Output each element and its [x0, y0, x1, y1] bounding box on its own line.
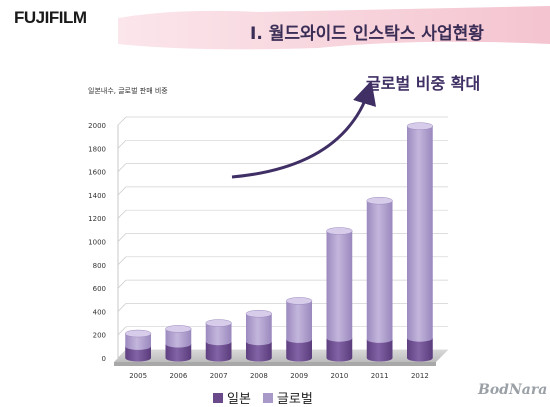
bar-top — [285, 297, 313, 305]
x-tick-label: 2009 — [290, 372, 308, 380]
y-tick-label: 600 — [93, 285, 106, 293]
chart-floor — [114, 350, 448, 362]
bar-global — [245, 313, 272, 346]
bar-japan — [125, 346, 152, 362]
fujifilm-logo: FUJIFILM — [14, 8, 87, 27]
bar-top — [124, 329, 152, 338]
bar-global — [366, 200, 393, 343]
bar-top — [205, 319, 232, 327]
bar-top — [366, 196, 393, 205]
chart-subtitle: 일본내수, 글로벌 판매 비중 — [88, 87, 168, 95]
bar-top — [326, 227, 353, 235]
x-tick-label: 2007 — [210, 372, 228, 380]
bar-japan — [406, 338, 433, 362]
bar-japan — [366, 339, 393, 362]
bar-japan — [245, 341, 272, 362]
x-tick-label: 2011 — [371, 372, 389, 380]
bar-top — [165, 325, 192, 333]
y-tick-label: 200 — [93, 332, 106, 340]
legend-swatch-japan — [213, 392, 223, 403]
bar-japan — [326, 338, 353, 362]
legend-swatch-global — [262, 392, 273, 403]
y-tick-label: 2000 — [88, 122, 106, 130]
bar-global — [406, 126, 433, 342]
gridline-diag — [117, 256, 127, 266]
gridline-diag — [117, 186, 127, 196]
y-tick-label: 0 — [102, 355, 106, 363]
y-tick-label: 1600 — [88, 169, 106, 177]
y-tick-label: 1800 — [88, 145, 106, 153]
bar-global — [125, 333, 152, 350]
x-tick-label: 2012 — [411, 372, 429, 380]
gridline-diag — [117, 233, 127, 242]
gridline-diag — [117, 163, 127, 172]
x-tick-label: 2008 — [250, 372, 268, 380]
callout-text: 글로벌 비중 확대 — [366, 74, 481, 93]
gridline-diag — [117, 209, 127, 219]
gridline-diag — [117, 303, 127, 312]
bar-japan — [286, 339, 313, 362]
legend-item-japan: 일본 — [213, 388, 251, 407]
bar-global — [326, 231, 353, 342]
growth-arrow — [231, 80, 377, 179]
legend-label-japan: 일본 — [227, 392, 251, 407]
gridline-diag — [117, 326, 127, 335]
y-tick-label: 400 — [93, 308, 106, 316]
bar-japan — [165, 344, 192, 362]
bar-top — [245, 309, 273, 318]
gridline-diag — [117, 140, 127, 149]
x-tick-label: 2010 — [330, 372, 348, 380]
y-tick-label: 800 — [93, 262, 106, 270]
page-title: I. 월드와이드 인스탁스 사업현황 — [250, 24, 484, 44]
y-tick-label: 1400 — [88, 192, 106, 200]
legend-label-global: 글로벌 — [276, 392, 313, 407]
x-tick-label: 2006 — [169, 372, 187, 380]
chart-floor-edge — [114, 362, 436, 366]
chart-legend: 일본 글로벌 — [213, 388, 321, 407]
bar-global — [165, 328, 192, 348]
y-tick-label: 1200 — [88, 215, 106, 223]
watermark: BodNara — [478, 382, 548, 398]
bar-global — [286, 300, 313, 343]
title-banner — [118, 6, 550, 50]
x-tick-label: 2005 — [129, 372, 147, 380]
bar-top — [406, 122, 434, 130]
bar-global — [205, 323, 232, 346]
legend-item-global: 글로벌 — [262, 388, 313, 407]
gridline-diag — [117, 279, 127, 289]
y-tick-label: 1000 — [88, 239, 106, 247]
bar-japan — [205, 341, 232, 362]
gridline-diag — [117, 116, 127, 126]
